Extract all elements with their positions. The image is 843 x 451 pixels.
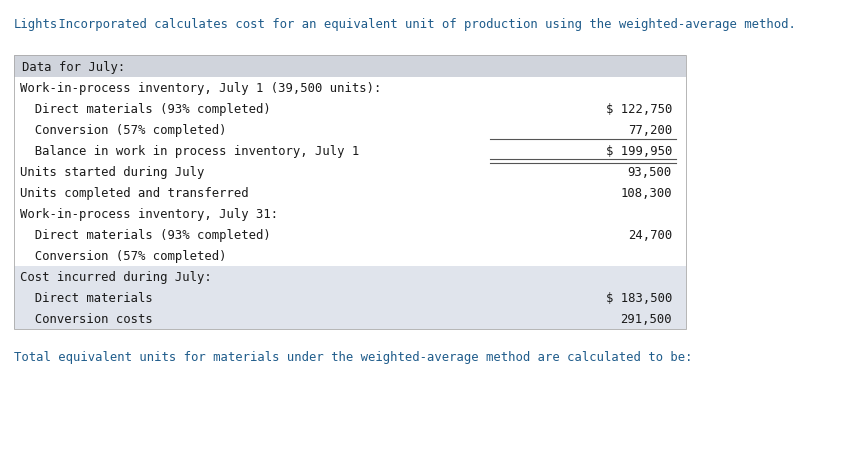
Text: 24,700: 24,700 [628,229,672,242]
Bar [14,98,686,119]
Text: Balance in work in process inventory, July 1: Balance in work in process inventory, Ju… [20,145,359,158]
Bar [14,119,686,140]
Text: 291,500: 291,500 [620,313,672,326]
Text: Conversion (57% completed): Conversion (57% completed) [20,250,227,263]
Bar [14,140,686,161]
Text: Work-in-process inventory, July 31:: Work-in-process inventory, July 31: [20,208,278,221]
Text: $ 183,500: $ 183,500 [605,292,672,305]
Bar [14,308,686,329]
Text: Cost incurred during July:: Cost incurred during July: [20,271,212,284]
Text: 77,200: 77,200 [628,124,672,137]
Bar [14,287,686,308]
Text: Direct materials (93% completed): Direct materials (93% completed) [20,103,271,116]
Bar [14,161,686,182]
Text: Units completed and transferred: Units completed and transferred [20,187,249,200]
Bar [14,266,686,287]
Text: Work-in-process inventory, July 1 (39,500 units):: Work-in-process inventory, July 1 (39,50… [20,82,381,95]
Text: Conversion (57% completed): Conversion (57% completed) [20,124,227,137]
Text: Data for July:: Data for July: [22,60,126,74]
Bar [14,77,686,98]
Text: 93,500: 93,500 [628,166,672,179]
Text: $ 199,950: $ 199,950 [605,145,672,158]
Text: $ 122,750: $ 122,750 [605,103,672,116]
Text: 108,300: 108,300 [620,187,672,200]
Text: Units started during July: Units started during July [20,166,204,179]
Bar [14,182,686,203]
Text: Total equivalent units for materials under the weighted-average method are calcu: Total equivalent units for materials und… [14,351,692,364]
Bar [14,55,686,77]
Text: Lights: Lights [14,18,58,31]
Text: Incorporated calculates cost for an equivalent unit of production using the weig: Incorporated calculates cost for an equi… [51,18,796,31]
Text: Direct materials (93% completed): Direct materials (93% completed) [20,229,271,242]
Bar [14,55,686,329]
Bar [14,245,686,266]
Text: Conversion costs: Conversion costs [20,313,153,326]
Bar [14,203,686,224]
Text: Direct materials: Direct materials [20,292,153,305]
Bar [14,224,686,245]
